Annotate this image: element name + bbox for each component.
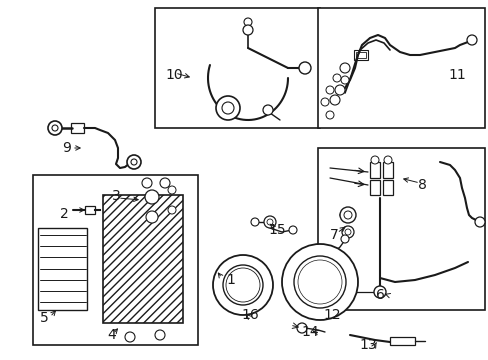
Text: 16: 16 [241,308,258,322]
Circle shape [263,105,272,115]
Circle shape [145,190,159,204]
Circle shape [288,226,296,234]
Circle shape [474,217,484,227]
Bar [85,206,95,214]
Circle shape [232,275,252,295]
Bar [33,175,198,345]
Circle shape [370,156,378,164]
Circle shape [334,85,345,95]
Text: 14: 14 [301,325,318,339]
Bar [353,50,367,60]
Bar [155,8,319,128]
Text: 12: 12 [323,308,340,322]
Text: 7: 7 [329,228,338,242]
Bar [382,180,392,195]
Circle shape [131,159,137,165]
Text: 10: 10 [164,68,182,82]
Circle shape [264,216,275,228]
Circle shape [320,98,328,106]
Text: 13: 13 [359,338,376,352]
Circle shape [216,96,240,120]
Circle shape [345,229,350,235]
Circle shape [293,256,346,308]
Text: 11: 11 [447,68,465,82]
Text: 3: 3 [112,189,121,203]
Circle shape [250,218,259,226]
Circle shape [340,235,348,243]
Circle shape [213,255,272,315]
Circle shape [314,277,325,287]
Circle shape [222,102,234,114]
Circle shape [325,86,333,94]
Circle shape [343,211,351,219]
Bar [369,162,379,178]
Circle shape [48,121,62,135]
Text: 5: 5 [40,311,48,325]
Bar [71,123,84,133]
Text: 15: 15 [267,223,285,237]
Circle shape [155,330,164,340]
Bar [317,148,484,310]
Circle shape [332,74,340,82]
Circle shape [168,206,176,214]
Bar [103,195,183,323]
Circle shape [340,76,348,84]
Circle shape [127,155,141,169]
Circle shape [228,271,257,299]
Circle shape [125,332,135,342]
Text: 2: 2 [60,207,69,221]
Text: 4: 4 [107,328,116,342]
Circle shape [298,62,310,74]
Circle shape [297,260,341,304]
Text: 8: 8 [417,178,426,192]
Bar [389,337,414,345]
Circle shape [243,25,252,35]
Bar [38,228,87,310]
Circle shape [146,211,158,223]
Circle shape [266,219,272,225]
Circle shape [168,186,176,194]
Circle shape [244,18,251,26]
Text: 6: 6 [375,288,384,302]
Bar [355,52,365,58]
Bar [382,162,392,178]
Circle shape [373,286,385,298]
Circle shape [52,125,58,131]
Circle shape [383,156,391,164]
Circle shape [305,268,333,296]
Circle shape [160,178,170,188]
Circle shape [339,207,355,223]
Circle shape [302,264,337,300]
Circle shape [466,35,476,45]
Circle shape [339,63,349,73]
Circle shape [225,268,260,302]
Circle shape [239,281,246,289]
Circle shape [325,111,333,119]
Circle shape [223,265,263,305]
Text: 1: 1 [225,273,234,287]
Circle shape [142,178,152,188]
Text: 9: 9 [62,141,71,155]
Circle shape [341,226,353,238]
Bar [317,8,484,128]
Circle shape [296,323,306,333]
Bar [369,180,379,195]
Circle shape [329,95,339,105]
Circle shape [282,244,357,320]
